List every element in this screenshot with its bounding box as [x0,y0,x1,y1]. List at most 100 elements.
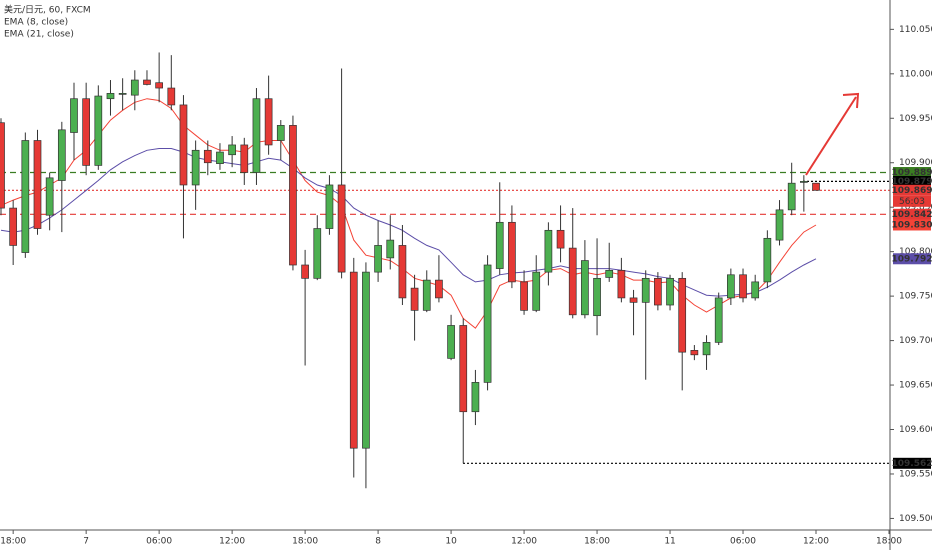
y-tick-label: 109.500 [899,514,932,524]
price-label-box [893,219,931,231]
candle-body [471,382,480,413]
candle-body [593,277,601,317]
price-label: 109.879 [892,177,932,187]
candle-body [143,79,151,85]
legend-title: 美元/日元, 60, FXCM [4,4,91,16]
candle-body [191,149,200,186]
price-label: 109.562 [892,459,932,469]
candle-body [301,264,309,279]
x-tick-label: 12:00 [511,537,537,547]
legend-entry: EMA (8, close) [4,18,68,28]
candle-body [386,239,395,259]
candle-body [581,260,589,316]
x-tick-label: 18:00 [876,537,902,547]
price-label-box [893,457,931,469]
candle-body [167,87,176,106]
candle-body [727,274,735,299]
candle-body [289,125,297,266]
price-label-box [893,167,931,179]
x-tick-label: 11 [664,537,675,547]
y-tick-label: 110.050 [899,25,932,35]
candle-body [654,277,662,306]
candle-body [690,350,699,356]
price-label: 109.889 [892,168,932,178]
candle-body [775,209,784,241]
candle-body [812,182,820,191]
candle-body [605,269,614,278]
candle-body [130,79,139,96]
candle-body [203,149,212,164]
price-label: 109.792 [892,254,932,264]
candle-body [435,279,443,299]
x-tick-label: 06:00 [730,537,756,547]
y-tick-label: 109.850 [899,203,932,213]
candle-body [641,277,650,303]
plot-area [0,52,890,489]
y-tick-label: 110.000 [899,69,932,79]
x-tick-label: 12:00 [219,537,245,547]
legend-entry: EMA (21, close) [4,30,74,40]
price-label: 109.842 [892,210,932,220]
annotation-arrowhead [842,92,860,109]
candle-body [155,82,163,89]
candle-body [398,245,407,299]
y-tick-label: 109.700 [899,336,932,346]
candle-body [337,184,346,273]
candle-body [508,221,516,283]
countdown-box [893,195,931,207]
y-tick-label: 109.650 [899,381,932,391]
candle-body [556,229,565,249]
candle-body [70,98,78,133]
candle-body [568,247,577,316]
annotation-arrow [805,96,857,176]
y-tick-label: 109.600 [899,425,932,435]
candle-body [362,271,370,449]
candle-body [544,229,553,273]
candle-body [714,297,723,343]
candle-body [21,140,30,253]
candle-body [33,140,42,229]
candle-body [495,221,504,269]
x-tick-label: 8 [375,537,381,547]
price-label-box [893,208,931,220]
candle-body [82,98,91,166]
candle-body [106,93,115,100]
candle-body [57,129,66,181]
y-tick-label: 109.900 [899,158,932,168]
price-label-box [893,175,931,187]
countdown: 56:03 [899,197,925,207]
candle-body [9,207,18,246]
candle-body [787,182,796,211]
y-tick-label: 109.950 [899,114,932,124]
x-tick-label: 7 [83,537,89,547]
candle-body [240,144,249,173]
candle-body [313,228,322,279]
x-tick-label: 18:00 [0,537,26,547]
candle-body [739,274,747,299]
candle-body [349,271,358,449]
y-tick-label: 109.550 [899,469,932,479]
candle-body [179,104,188,186]
candle-body [459,325,468,413]
candle-body [483,264,492,383]
candle-body [276,125,285,141]
candle-body [325,184,334,229]
candle-body [216,151,224,164]
y-tick-label: 109.800 [899,247,932,257]
price-label: 109.869 [892,186,932,196]
x-tick-label: 10 [445,537,457,547]
price-label: 109.830 [892,220,932,230]
candle-body [45,177,54,216]
x-tick-label: 06:00 [146,537,172,547]
candle-body [264,98,273,146]
candle-body [410,287,419,311]
candle-body [118,93,127,95]
candle-body [617,269,626,299]
axes: 110.050110.000109.950109.900109.850109.8… [0,25,932,547]
x-tick-label: 18:00 [292,537,318,547]
candle-body [422,279,431,311]
candle-body [94,95,103,166]
price-label-box [893,184,931,196]
candle-body [252,98,261,173]
